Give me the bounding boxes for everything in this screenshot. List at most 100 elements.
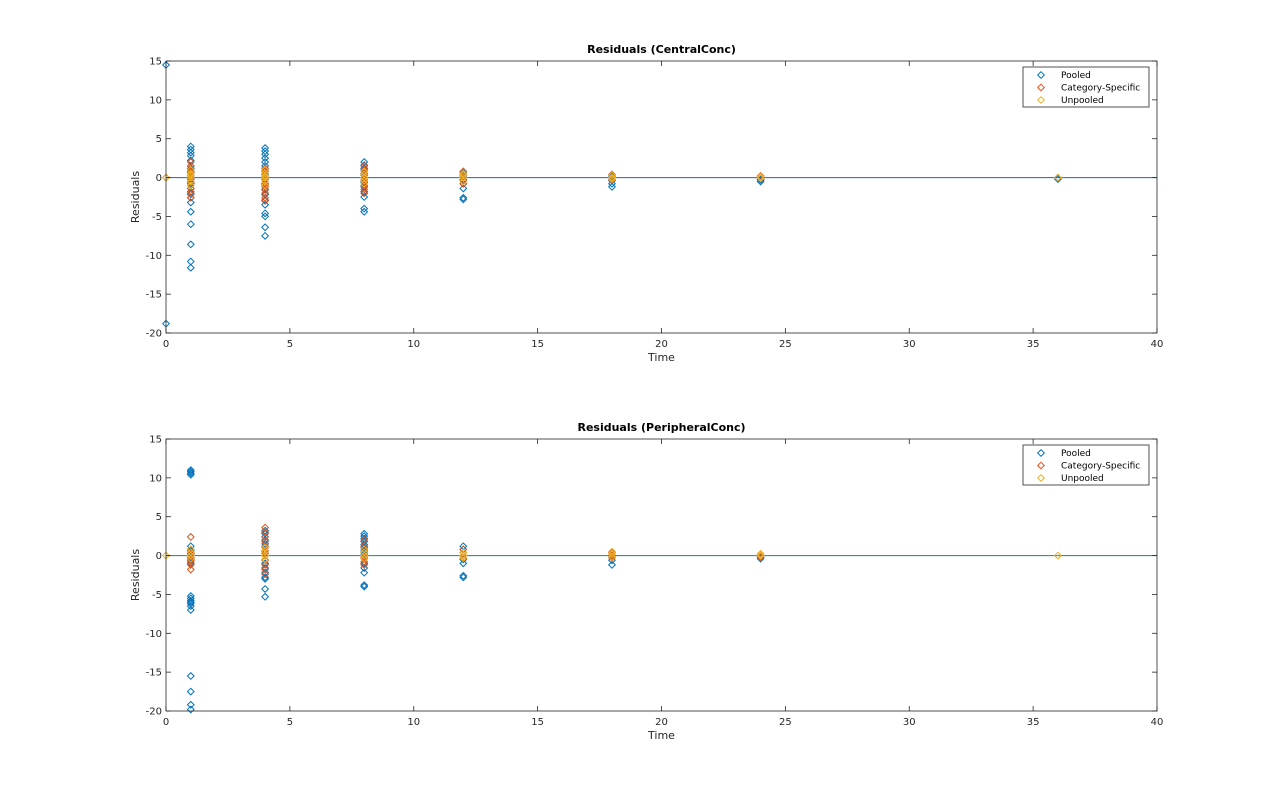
data-point [360, 551, 369, 560]
data-point [261, 164, 270, 173]
data-point [186, 198, 195, 207]
plot-area [166, 61, 1157, 333]
legend-marker [1036, 461, 1046, 470]
data-point [360, 563, 369, 573]
x-tick-label: 30 [903, 717, 916, 728]
data-point [261, 523, 270, 532]
y-axis-label: Residuals [129, 171, 142, 223]
data-point [360, 545, 369, 554]
legend-marker [1036, 70, 1046, 80]
data-point [186, 470, 195, 479]
y-tick-label: -15 [146, 668, 162, 679]
data-point [261, 592, 270, 601]
data-point [607, 182, 616, 191]
data-point [459, 169, 468, 178]
data-point [186, 602, 195, 611]
data-point [360, 165, 369, 174]
data-point [261, 532, 270, 541]
data-point [261, 555, 270, 564]
data-point [459, 551, 468, 560]
data-point [459, 177, 468, 186]
data-point [261, 565, 270, 574]
y-tick-label: -5 [152, 212, 162, 223]
y-tick-label: 0 [156, 173, 162, 184]
data-point [360, 161, 369, 170]
data-point [186, 565, 195, 574]
x-tick-label: 25 [779, 717, 792, 728]
chart-title: Residuals (PeripheralConc) [577, 421, 745, 434]
data-point [186, 554, 195, 563]
data-point [261, 551, 270, 560]
x-tick-label: 15 [531, 717, 544, 728]
data-point [607, 171, 616, 180]
data-point [261, 193, 270, 202]
data-point [360, 204, 369, 213]
legend-marker [1036, 473, 1046, 483]
y-tick-label: 5 [156, 134, 162, 145]
data-point [360, 189, 369, 198]
data-point [756, 551, 765, 560]
data-point [186, 181, 195, 190]
legend: Pooled Category-Specific Unpooled [1022, 444, 1150, 486]
data-point [186, 545, 195, 554]
data-point [186, 177, 195, 186]
y-tick-label: 10 [149, 95, 162, 106]
legend-entry: Unpooled [1061, 474, 1104, 484]
x-tick-label: 20 [655, 339, 668, 350]
data-point [1053, 551, 1062, 560]
data-point [459, 193, 468, 202]
series-unpooled [161, 543, 1062, 564]
data-point [186, 158, 195, 167]
legend-entry: Pooled [1061, 71, 1091, 81]
y-tick-label: 15 [149, 435, 162, 446]
data-point [360, 192, 369, 202]
data-point [261, 556, 270, 565]
y-tick-label: 10 [149, 473, 162, 484]
data-point [186, 193, 195, 202]
legend-marker [1036, 83, 1046, 92]
data-point [261, 180, 270, 189]
y-tick-label: -20 [146, 707, 162, 718]
x-tick-label: 0 [163, 717, 169, 728]
data-point [186, 220, 195, 229]
x-axis-label: Time [647, 729, 675, 742]
data-point [360, 557, 369, 566]
data-point [186, 551, 195, 560]
chart-title: Residuals (CentralConc) [587, 43, 736, 56]
data-point [261, 528, 270, 537]
data-point [459, 176, 468, 185]
data-point [607, 560, 616, 569]
data-point [186, 705, 195, 714]
x-tick-label: 20 [655, 717, 668, 728]
central-conc-panel: 0 5 10 15 20 25 30 35 40 -20 -15 -10 -5 0 5 10 15 Residua… [129, 43, 1163, 364]
data-point [186, 596, 195, 605]
data-point [459, 571, 468, 580]
y-tick-label: -10 [146, 629, 162, 640]
x-tick-label: 15 [531, 339, 544, 350]
data-point [261, 570, 270, 579]
data-point [186, 169, 195, 178]
data-point [261, 223, 270, 232]
data-point [186, 598, 195, 607]
plot-area [166, 439, 1157, 711]
data-point [186, 469, 195, 478]
data-point [756, 172, 765, 181]
data-point [261, 181, 270, 190]
data-point [261, 574, 270, 583]
data-point [607, 553, 616, 562]
y-tick-label: -20 [146, 329, 162, 340]
data-point [360, 179, 369, 188]
x-tick-label: 30 [903, 339, 916, 350]
legend-entry: Category-Specific [1061, 462, 1140, 472]
data-point [756, 174, 765, 183]
data-point [261, 546, 270, 555]
data-point [360, 554, 369, 563]
data-point [607, 175, 616, 184]
data-point [186, 687, 195, 696]
data-point [459, 553, 468, 562]
data-point [261, 196, 270, 205]
data-point [459, 559, 468, 568]
data-point [261, 150, 270, 159]
data-point [186, 165, 195, 174]
data-point [459, 184, 468, 193]
